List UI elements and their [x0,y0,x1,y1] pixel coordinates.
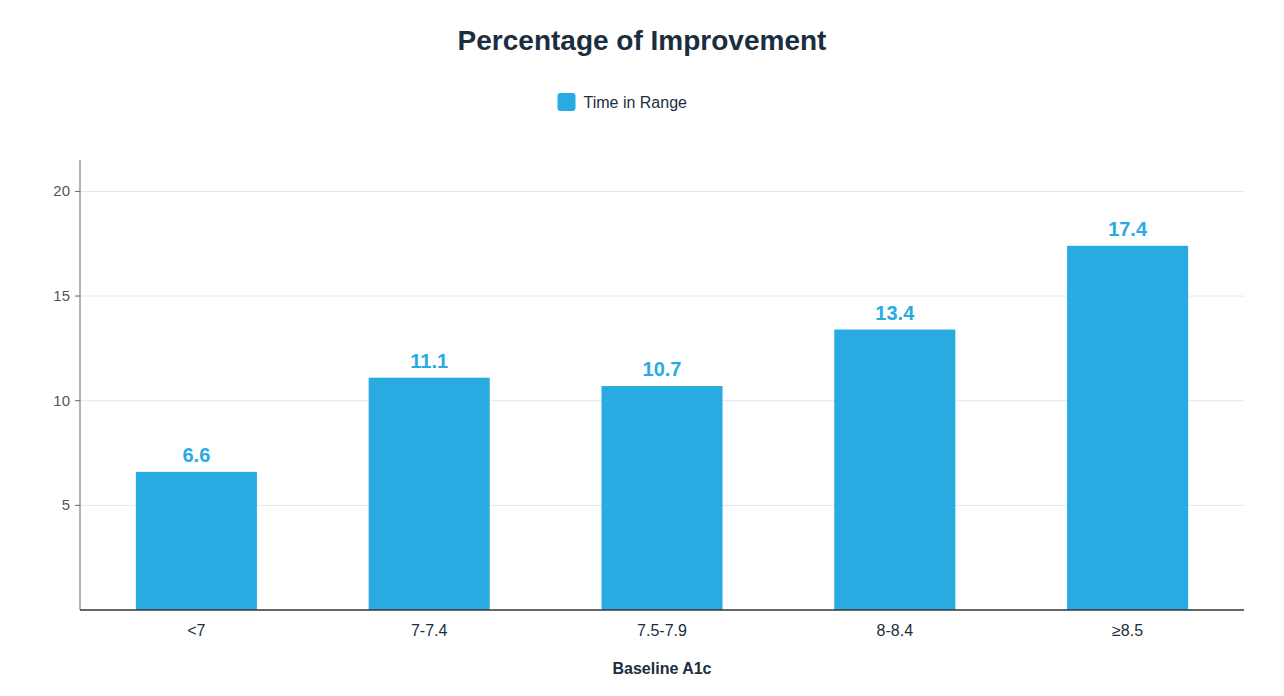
y-axis-line [80,160,81,610]
legend-label: Time in Range [584,94,688,111]
chart-container: Percentage of Improvement Time in Range 5 1… [0,0,1284,696]
y-tick-label: 10 [53,392,70,409]
chart-title: Percentage of Improvement [458,25,827,56]
y-tick [75,296,80,297]
y-tick-label: 20 [53,182,70,199]
x-axis-line [80,609,1244,611]
data-label: 6.6 [182,444,210,466]
data-label: 13.4 [875,302,915,324]
y-tick-label: 15 [53,287,70,304]
legend: Time in Range [558,93,688,111]
x-tick-label: <7 [187,622,205,639]
bar [1067,246,1188,610]
data-labels: 6.6 11.1 10.7 13.4 17.4 [182,218,1147,466]
bar [601,386,722,610]
bars [136,246,1188,610]
bar [834,330,955,610]
chart-svg: Percentage of Improvement Time in Range 5 1… [0,0,1284,696]
x-tick-label: 7-7.4 [411,622,448,639]
data-label: 11.1 [410,350,448,372]
grid-line [80,191,1244,192]
x-tick-label: 8-8.4 [877,622,914,639]
y-axis: 5 10 15 20 [53,160,1244,610]
x-axis-label: Baseline A1c [612,660,711,677]
y-tick [75,505,80,506]
data-label: 17.4 [1108,218,1148,240]
bar [369,378,490,610]
legend-swatch [558,93,576,111]
x-tick-label: 7.5-7.9 [637,622,687,639]
y-tick-label: 5 [62,496,70,513]
y-tick [75,400,80,401]
x-tick-label: ≥8.5 [1112,622,1143,639]
x-axis: <7 7-7.4 7.5-7.9 8-8.4 ≥8.5 Baseline A1c [80,610,1244,677]
y-tick [75,191,80,192]
bar [136,472,257,610]
data-label: 10.7 [643,358,682,380]
